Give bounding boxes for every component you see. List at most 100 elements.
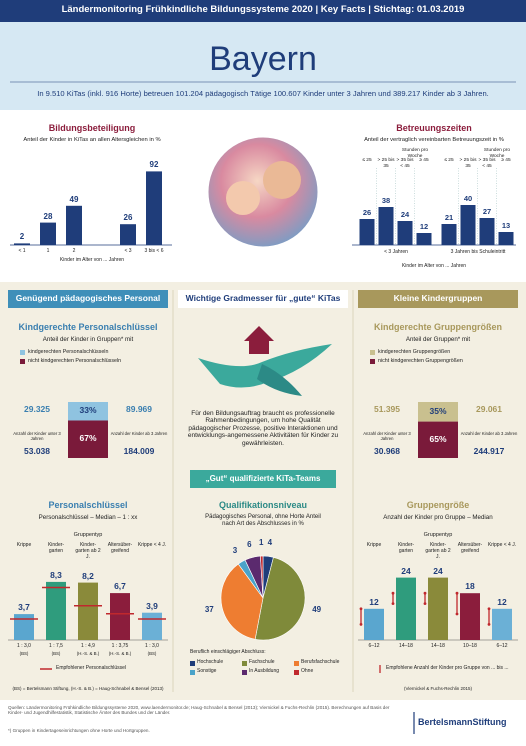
column-header: > 35 bis < 45 [396, 158, 414, 169]
recommended-label: 1 : 3,0 [17, 643, 31, 649]
bar [428, 577, 448, 640]
recommended-label: 10–18 [463, 643, 477, 649]
recommended-label: 1 : 3,75 [111, 643, 129, 649]
header-band [0, 0, 526, 22]
logo: BertelsmannStiftung [418, 717, 507, 727]
value-label: 26 [362, 208, 372, 217]
value-label: 2 [19, 232, 25, 242]
chart-title: Betreuungszeiten [396, 123, 472, 133]
bar [479, 218, 495, 245]
recommended-label: 1 : 4,9 [81, 643, 95, 649]
banner [178, 290, 348, 308]
legend-swatch [20, 350, 25, 355]
category-label: 2 [72, 248, 76, 254]
value-label: 21 [444, 213, 454, 222]
house-roof [244, 326, 274, 341]
bar [46, 581, 66, 640]
count-label: 184.009 [123, 446, 155, 456]
value-label: 24 [401, 565, 411, 576]
count-caption: Anzahl der Kinder unter 3 Jahren [13, 431, 61, 441]
chart-subtitle: Personalschlüssel – Median – 1 : xx [38, 514, 138, 521]
value-label: 27 [482, 207, 492, 216]
range-end [359, 623, 363, 626]
legend-swatch [190, 661, 195, 666]
bar [78, 582, 98, 640]
count-label: 30.968 [374, 446, 400, 456]
value-label: 6,7 [114, 581, 126, 592]
value-label: 8,2 [82, 570, 94, 581]
column-header: > 35 bis < 45 [478, 158, 496, 169]
column-header: ≤ 25 [362, 158, 372, 163]
bar [359, 219, 375, 245]
banner [358, 290, 518, 308]
value-label: 67% [79, 433, 97, 444]
range-end [391, 602, 395, 605]
value-label: 12 [369, 596, 379, 607]
header-title: Ländermonitoring Frühkindliche Bildungss… [61, 4, 465, 15]
category-label: Kinder-garten [47, 542, 65, 554]
banner [8, 290, 168, 308]
count-caption: Anzahl der Kinder ab 3 Jahren [110, 431, 168, 436]
legend-label: Fachschule [249, 659, 275, 665]
x-label: Kinder im Alter von ... Jahren [59, 257, 125, 263]
category-label: Kinder-garten ab 2 J. [425, 542, 451, 560]
photo-child [263, 161, 301, 199]
recommended-label: 14–18 [431, 643, 445, 649]
chart-subtitle: Anteil der vertraglich vereinbarten Betr… [364, 137, 504, 143]
count-label: 29.325 [24, 404, 50, 414]
value-label: 33% [79, 405, 97, 416]
unit-label: Stunden pro Woche [401, 148, 429, 159]
category-label: 1 [46, 248, 50, 254]
group-label: 3 Jahren bis Schuleintritt [450, 249, 506, 255]
legend-swatch [294, 661, 299, 666]
range-end [391, 591, 395, 595]
chart-subtitle: Anteil der Kinder in KiTas an allen Alte… [23, 137, 161, 143]
value-label: 8,3 [50, 569, 62, 580]
count-caption: Anzahl der Kinder ab 3 Jahren [460, 431, 518, 436]
legend-swatch [190, 670, 195, 675]
value-label: 28 [43, 211, 53, 221]
footnote: *) Gruppen in Kindertageseinrichtungen o… [8, 728, 150, 733]
legend-label: nicht kindgerechten Gruppengrößen [378, 358, 463, 364]
recommended-source: (H.-S. & B.) [108, 651, 132, 656]
category-label: Krippe [16, 542, 32, 548]
bar [492, 608, 512, 640]
legend-title: Beruflich einschlägiger Abschluss: [190, 649, 266, 655]
legend-label: kindgerechten Personalschlüsseln [28, 349, 109, 355]
banner-text: „Gut“ qualifizierte KiTa-Teams [205, 474, 321, 483]
group-label: Gruppentyp [73, 532, 103, 538]
recommended-label: 6–12 [368, 643, 380, 649]
count-label: 29.061 [476, 404, 502, 414]
recommended-label: 14–18 [399, 643, 413, 649]
category-label: < 1 [18, 248, 26, 254]
value-label: 1 [259, 538, 264, 548]
legend-swatch [20, 359, 25, 364]
banner-text: Genügend pädagogisches Personal [15, 293, 161, 303]
bar-segment [418, 402, 458, 422]
banner-text: Kleine Kindergruppen [393, 293, 483, 303]
sources: Quellen: Ländermonitoring Frühkindliche … [8, 705, 390, 716]
column-header: > 25 bis 35 [377, 158, 395, 169]
legend-swatch [242, 661, 247, 666]
range-end [423, 602, 427, 605]
bar [460, 593, 480, 640]
recommended-source: (BS) [51, 651, 61, 656]
banner-text: Wichtige Gradmesser für „gute“ KiTas [185, 293, 341, 303]
legend-label: Hochschule [197, 659, 224, 665]
source: (Viernickel & Fuchs-Rechlin 2015) [404, 686, 472, 691]
chart-title: Personalschlüssel [48, 500, 128, 510]
count-caption: Anzahl der Kinder unter 3 Jahren [363, 431, 411, 441]
chart-title: Gruppengröße [406, 500, 470, 510]
recommended-label: 6–12 [496, 643, 508, 649]
house [249, 340, 269, 354]
value-label: 38 [381, 196, 391, 205]
bar [120, 224, 136, 245]
legend-label: kindgerechten Gruppengrößen [378, 349, 451, 355]
column-header: ≤ 25 [444, 158, 454, 163]
recommended-source: (H.-S. & B.) [76, 651, 100, 656]
title-band [0, 22, 526, 110]
source: (BS) = Bertelsmann Stiftung, (H.-S. & B.… [12, 686, 164, 691]
legend-label: Berufsfachschule [301, 659, 340, 665]
value-label: 18 [465, 581, 475, 592]
